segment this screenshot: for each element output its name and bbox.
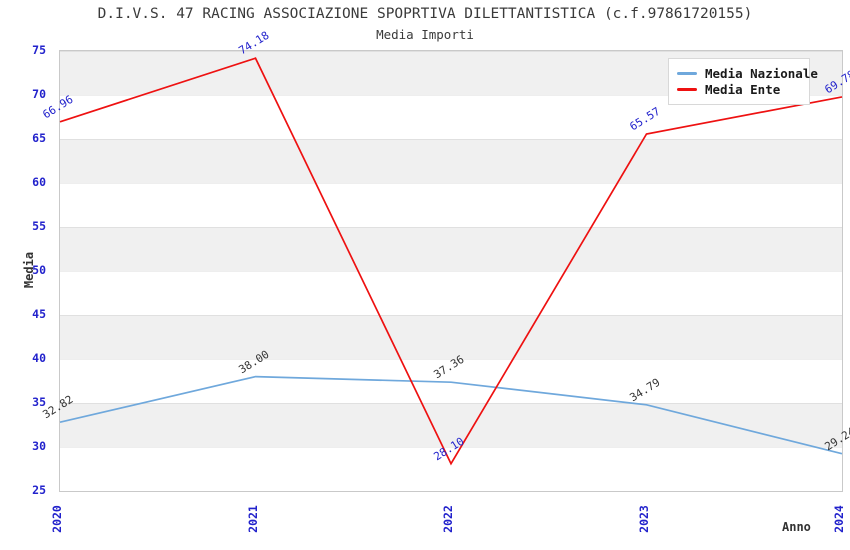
y-tick-label: 30 (32, 439, 46, 453)
y-tick-label: 45 (32, 307, 46, 321)
legend-item: Media Nazionale (677, 66, 818, 81)
legend-label: Media Ente (705, 82, 781, 97)
y-tick-label: 35 (32, 395, 46, 409)
plot-area: 32.82 38.00 37.36 34.79 29.24 66.96 74.18 28.10… (41, 29, 850, 492)
y-tick-label: 60 (32, 175, 46, 189)
legend-item: Media Ente (677, 82, 801, 97)
y-tick-label: 70 (32, 87, 46, 101)
series-lines (59, 57, 843, 466)
x-tick-label: 2020 (50, 505, 64, 533)
legend-swatch-icon (677, 88, 697, 91)
legend: Media Nazionale Media Ente (668, 58, 818, 105)
y-tick-label: 55 (32, 219, 46, 233)
chart-title: D.I.V.S. 47 RACING ASSOCIAZIONE SPOPRTIV… (97, 6, 753, 22)
legend-swatch-icon (677, 72, 697, 75)
y-tick-label: 65 (32, 131, 46, 145)
y-tick-label: 75 (32, 43, 46, 57)
series-line-media-nazionale (59, 375, 843, 455)
y-tick-label: 40 (32, 351, 46, 365)
x-tick-label: 2022 (441, 505, 455, 533)
x-tick-label: 2021 (245, 505, 260, 533)
y-tick-label: 50 (32, 263, 46, 277)
series-line-media-ente (59, 57, 843, 466)
x-tick-label: 2023 (636, 505, 651, 533)
y-tick-label: 25 (32, 483, 46, 497)
chart-subtitle: Media Importi (376, 27, 474, 42)
x-axis-title: Anno (782, 520, 811, 534)
legend-label: Media Nazionale (705, 66, 818, 81)
